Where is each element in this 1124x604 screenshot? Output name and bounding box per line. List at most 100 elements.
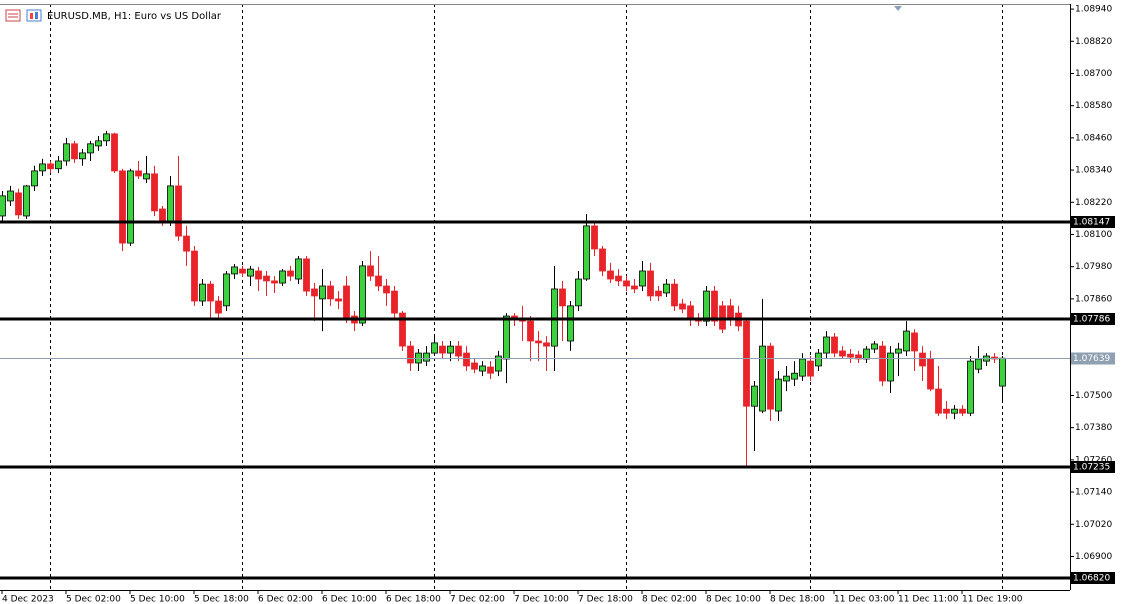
candle-body [31,170,38,187]
candle-body [999,357,1006,387]
candle-body [247,268,254,277]
candle-body [615,275,622,282]
candle-body [311,288,318,297]
candle-body [639,270,646,287]
candle-body [479,365,486,372]
candle-body [943,408,950,414]
candle-body [447,345,454,354]
candle-body [591,225,598,250]
candle-body [783,375,790,382]
candle-body [295,258,302,280]
x-tick-label: 8 Dec 02:00 [642,595,697,604]
candle-body [743,320,750,407]
candle-body [431,342,438,354]
candle-body [287,270,294,277]
candle-body [55,160,62,170]
level-label-box [1071,216,1115,228]
y-tick-label: 1.08460 [1075,133,1112,143]
candle-body [575,278,582,307]
y-tick-label: 1.07260 [1075,455,1112,465]
chart-title: EURUSD.MB, H1: Euro vs US Dollar [47,11,222,22]
candle-body [303,258,310,292]
x-tick-label: 5 Dec 02:00 [66,595,121,604]
y-tick-label: 1.08820 [1075,37,1112,47]
candle-body [407,345,414,364]
level-label: 1.07235 [1073,463,1110,473]
level-label-box [1071,461,1115,473]
x-tick-label: 6 Dec 02:00 [258,595,313,604]
y-tick-label: 1.07020 [1075,520,1112,530]
candle-body [367,265,374,277]
candle-body [151,173,158,212]
candle-body [167,185,174,222]
candle-body [335,298,342,302]
candle-body [319,285,326,300]
candle-body [343,285,350,320]
candle-body [975,358,982,370]
candle-body [175,185,182,237]
y-tick-label: 1.07500 [1075,391,1112,401]
y-tick-label: 1.08100 [1075,230,1112,240]
y-tick-label: 1.08220 [1075,198,1112,208]
candle-body [535,340,542,344]
candle-body [87,143,94,154]
candle-body [791,372,798,380]
candle-body [839,350,846,357]
candle-body [767,345,774,410]
candle-body [359,265,366,324]
candle-body [863,348,870,360]
candle-body [423,352,430,362]
candle-body [503,315,510,360]
level-label-box [1071,313,1115,325]
candle-body [711,290,718,322]
candle-body [807,360,814,377]
candle-body [111,133,118,172]
candle-body [463,352,470,367]
candle-body [207,283,214,302]
shift-marker [894,6,902,11]
candle-body [831,336,838,354]
icon [5,9,21,22]
candle-body [127,170,134,244]
x-tick-label: 11 Dec 11:00 [898,595,959,604]
candle-body [927,358,934,390]
candle-body [95,140,102,147]
x-tick-label: 5 Dec 10:00 [130,595,185,604]
y-tick-label: 1.07140 [1075,488,1112,498]
x-tick-label: 8 Dec 18:00 [770,595,825,604]
candle-body [191,250,198,302]
candle-body [759,345,766,412]
candle-body [375,275,382,287]
candle-body [0,195,6,217]
candle-body [647,270,654,297]
candle-body [455,345,462,357]
candle-body [751,385,758,407]
candle-body [23,185,30,217]
candle-body [271,280,278,284]
candle-body [63,143,70,162]
icon [26,9,42,22]
candle-body [775,378,782,412]
candle-body [7,190,14,202]
candle-body [799,358,806,377]
candle-body [607,270,614,280]
level-label: 1.08147 [1073,218,1110,228]
icon [30,13,33,19]
candle-body [655,290,662,297]
candle-body [727,305,734,320]
x-tick-label: 5 Dec 18:00 [194,595,249,604]
y-tick-label: 1.08940 [1075,5,1112,15]
candle-body [887,352,894,382]
candle-body [439,345,446,354]
candle-body [495,355,502,372]
level-label: 1.06820 [1073,574,1110,584]
candle-body [103,133,110,142]
y-tick-label: 1.07380 [1075,423,1112,433]
x-tick-label: 8 Dec 10:00 [706,595,761,604]
candle-body [527,320,534,342]
candle-body [671,283,678,307]
candle-body [183,235,190,252]
candle-body [703,290,710,322]
candle-body [47,163,54,170]
